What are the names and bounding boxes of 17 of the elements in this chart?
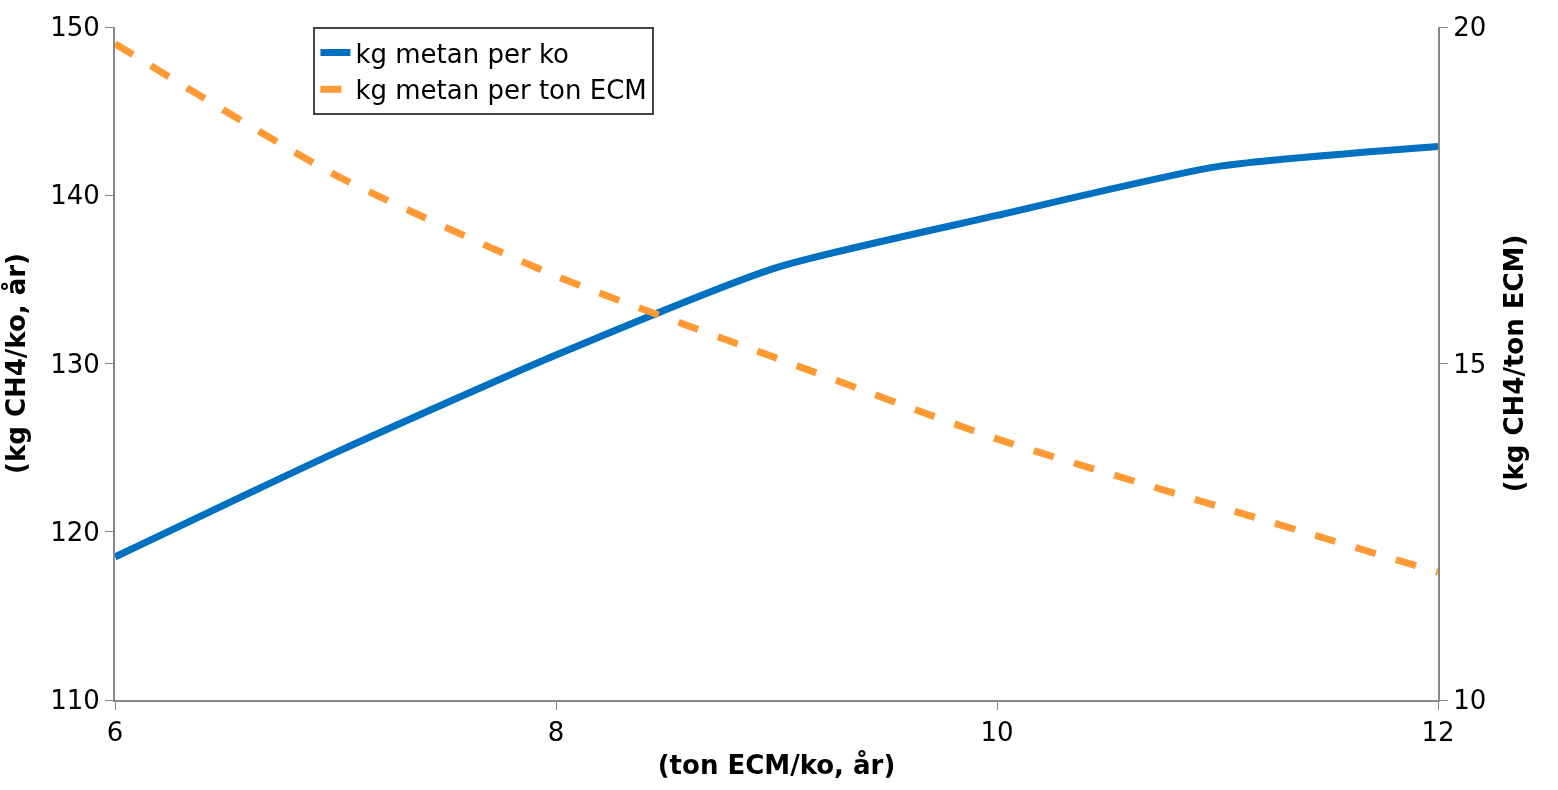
y-axis-title: (kg CH4/ko, år) [0, 253, 31, 474]
legend-label: kg metan per ko [355, 38, 569, 69]
y2-tick-label: 20 [1453, 12, 1487, 43]
y2-tick-label: 10 [1453, 685, 1487, 716]
legend-label: kg metan per ton ECM [355, 75, 647, 106]
x-tick-label: 12 [1421, 717, 1455, 748]
x-tick-label: 6 [106, 717, 124, 748]
x-axis-title: (ton ECM/ko, år) [657, 749, 896, 781]
y-tick-label: 120 [50, 516, 100, 547]
y2-tick-label: 15 [1453, 348, 1487, 379]
x-tick-label: 10 [980, 717, 1014, 748]
y2-axis-title: (kg CH4/ton ECM) [1499, 234, 1530, 493]
y-tick-label: 150 [50, 12, 100, 43]
x-tick-label: 8 [547, 717, 565, 748]
y-tick-label: 140 [50, 180, 100, 211]
y-tick-label: 130 [50, 348, 100, 379]
y-tick-label: 110 [50, 685, 100, 716]
